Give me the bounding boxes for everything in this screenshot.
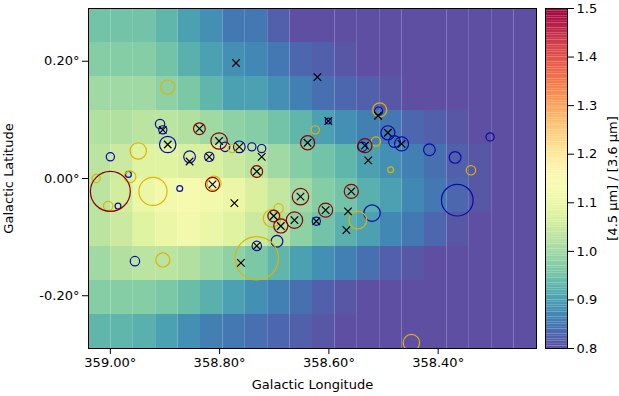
svg-text:1.4: 1.4 [577,49,598,64]
svg-text:358.60°: 358.60° [303,355,355,370]
svg-text:[4.5 μm] / [3.6 μm]: [4.5 μm] / [3.6 μm] [605,116,619,240]
svg-text:0.8: 0.8 [577,341,598,356]
svg-text:Galactic Latitude: Galactic Latitude [1,123,16,233]
svg-text:1.5: 1.5 [577,1,598,16]
svg-text:358.80°: 358.80° [194,355,246,370]
svg-text:1.3: 1.3 [577,98,598,113]
svg-text:1.2: 1.2 [577,146,598,161]
svg-text:-0.20°: -0.20° [39,288,79,303]
svg-text:358.40°: 358.40° [412,355,464,370]
svg-text:0.9: 0.9 [577,292,598,307]
svg-text:0.20°: 0.20° [44,53,79,68]
svg-text:359.00°: 359.00° [84,355,136,370]
svg-text:1.1: 1.1 [577,195,598,210]
svg-text:Galactic Longitude: Galactic Longitude [252,377,373,392]
svg-text:0.00°: 0.00° [44,171,79,186]
svg-text:1.0: 1.0 [577,244,598,259]
